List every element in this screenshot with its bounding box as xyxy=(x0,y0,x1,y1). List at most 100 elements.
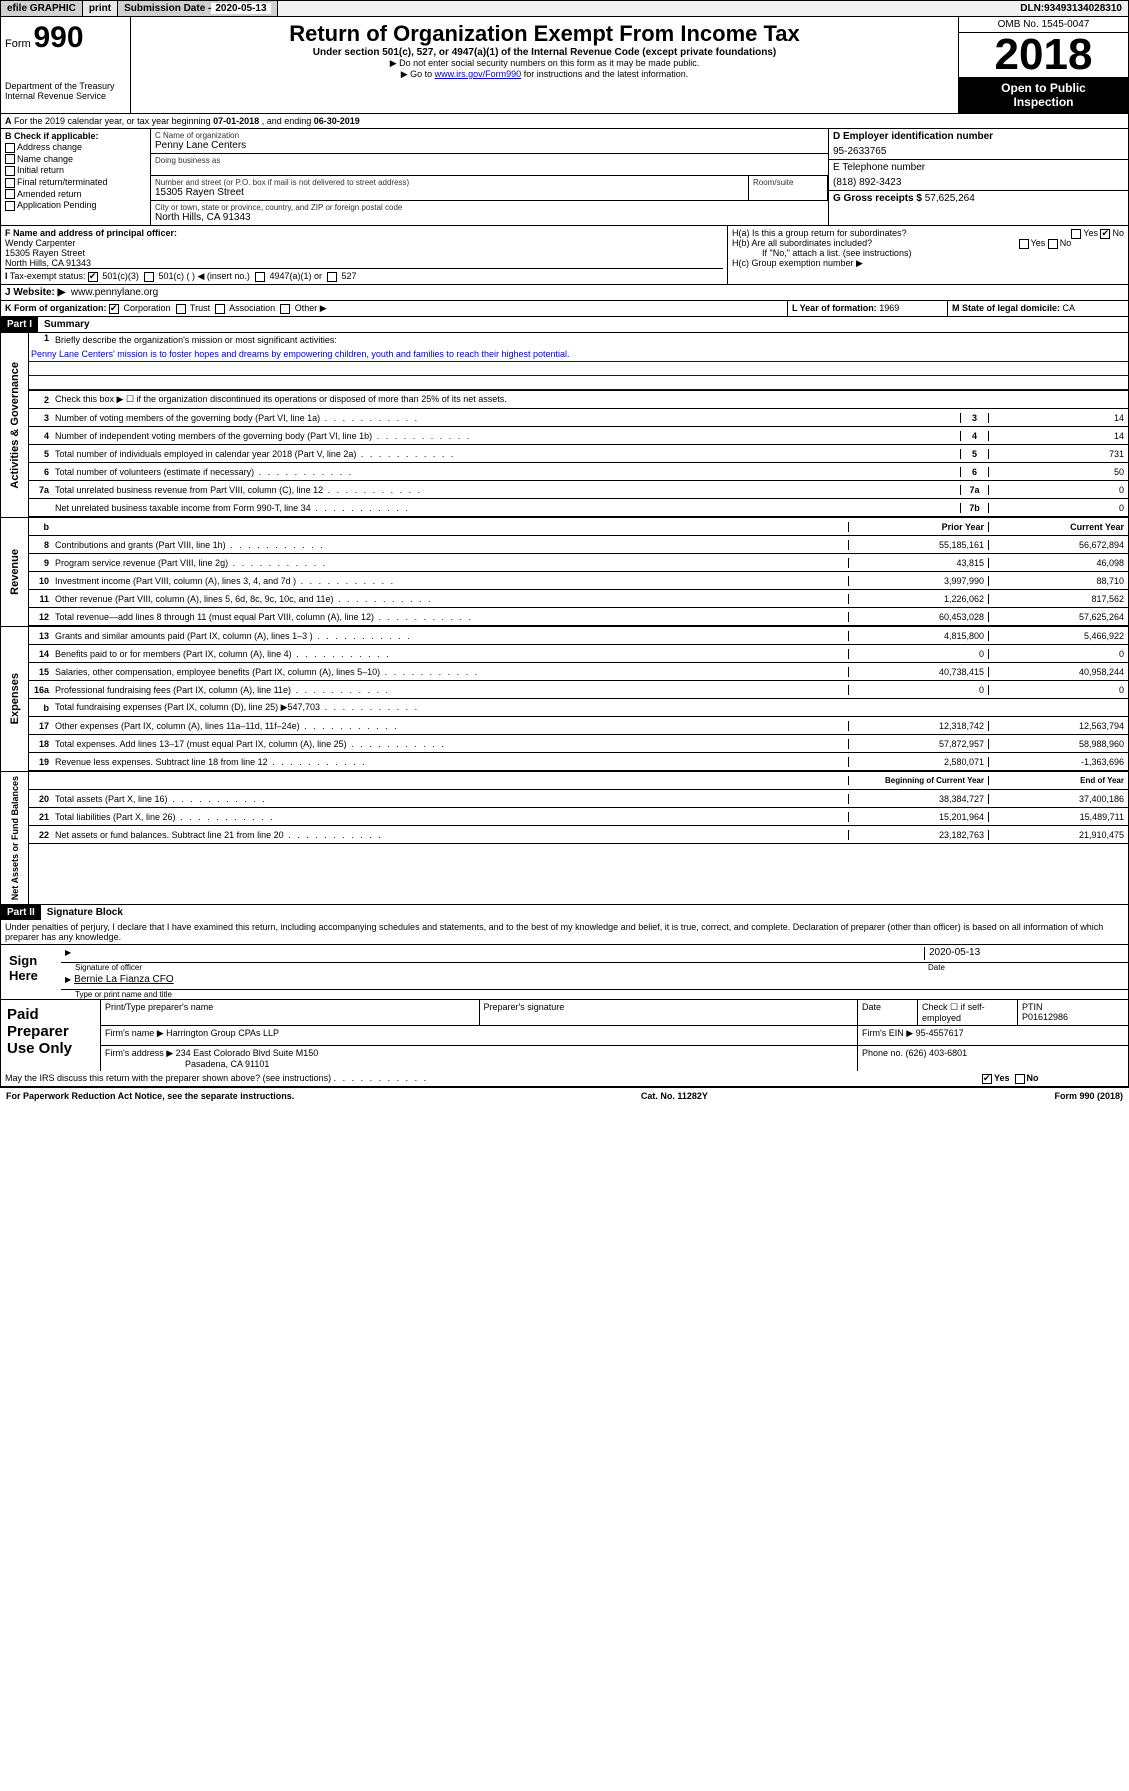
net-section: Net Assets or Fund Balances Beginning of… xyxy=(1,771,1128,904)
summary-line: 13Grants and similar amounts paid (Part … xyxy=(29,627,1128,645)
current-year-hdr: Current Year xyxy=(988,522,1128,532)
summary-line: 17Other expenses (Part IX, column (A), l… xyxy=(29,717,1128,735)
sign-block: Sign Here 2020-05-13 Signature of office… xyxy=(1,945,1128,999)
goto-note: ▶ Go to www.irs.gov/Form990 for instruct… xyxy=(135,69,954,80)
rev-label: Revenue xyxy=(7,545,23,599)
fh-block: F Name and address of principal officer:… xyxy=(1,226,1128,285)
summary-line: 12Total revenue—add lines 8 through 11 (… xyxy=(29,608,1128,626)
gov-section: Activities & Governance 1Briefly describ… xyxy=(1,332,1128,517)
summary-line: 15Salaries, other compensation, employee… xyxy=(29,663,1128,681)
form-body: A For the 2019 calendar year, or tax yea… xyxy=(0,113,1129,1088)
summary-line: 19Revenue less expenses. Subtract line 1… xyxy=(29,753,1128,771)
dln: DLN: 93493134028310 xyxy=(1014,1,1128,16)
chk-4947[interactable] xyxy=(255,272,265,282)
sign-here-label: Sign Here xyxy=(1,945,61,999)
h-a: H(a) Is this a group return for subordin… xyxy=(732,228,1124,238)
summary-line: 5Total number of individuals employed in… xyxy=(29,445,1128,463)
chk-amended[interactable]: Amended return xyxy=(5,189,146,200)
dept-treasury: Department of the Treasury xyxy=(5,81,126,91)
exp-section: Expenses 13Grants and similar amounts pa… xyxy=(1,626,1128,771)
org-city: North Hills, CA 91343 xyxy=(155,212,824,223)
section-j: J Website: ▶ www.pennylane.org xyxy=(1,285,1128,301)
firm-ein: 95-4557617 xyxy=(916,1028,964,1038)
summary-line: Net unrelated business taxable income fr… xyxy=(29,499,1128,517)
klm-row: K Form of organization: Corporation Trus… xyxy=(1,301,1128,317)
line-a: A For the 2019 calendar year, or tax yea… xyxy=(1,114,1128,129)
prior-year-hdr: Prior Year xyxy=(848,522,988,532)
chk-501c3[interactable] xyxy=(88,272,98,282)
firm-phone: (626) 403-6801 xyxy=(906,1048,968,1058)
org-address: 15305 Rayen Street xyxy=(155,187,744,198)
summary-line: 3Number of voting members of the governi… xyxy=(29,409,1128,427)
top-toolbar: efile GRAPHIC print Submission Date - 20… xyxy=(0,0,1129,17)
form990-link[interactable]: www.irs.gov/Form990 xyxy=(435,69,522,79)
section-b: B Check if applicable: Address change Na… xyxy=(1,129,151,225)
year-formation: 1969 xyxy=(879,303,899,313)
print-button[interactable]: print xyxy=(83,1,118,16)
efile-label: efile GRAPHIC xyxy=(1,1,83,16)
summary-line: 16aProfessional fundraising fees (Part I… xyxy=(29,681,1128,699)
summary-line: 20Total assets (Part X, line 16)38,384,7… xyxy=(29,790,1128,808)
chk-name[interactable]: Name change xyxy=(5,154,146,165)
gov-label: Activities & Governance xyxy=(7,358,23,493)
section-i: I Tax-exempt status: 501(c)(3) 501(c) ( … xyxy=(5,268,723,282)
officer-label: F Name and address of principal officer: xyxy=(5,228,177,238)
ein-label: D Employer identification number xyxy=(833,131,993,142)
net-label: Net Assets or Fund Balances xyxy=(8,772,22,904)
summary-line: 7aTotal unrelated business revenue from … xyxy=(29,481,1128,499)
summary-line: 11Other revenue (Part VIII, column (A), … xyxy=(29,590,1128,608)
phone-value: (818) 892-3423 xyxy=(833,177,1124,188)
form-header: Form 990 Department of the Treasury Inte… xyxy=(0,17,1129,113)
officer-name: Wendy Carpenter xyxy=(5,238,723,248)
form-label: Form xyxy=(5,38,31,50)
irs-label: Internal Revenue Service xyxy=(5,91,126,101)
submission-label: Submission Date - 2020-05-13 xyxy=(118,1,277,16)
website-value: www.pennylane.org xyxy=(71,287,158,298)
h-c: H(c) Group exemption number ▶ xyxy=(732,258,1124,269)
h-b: H(b) Are all subordinates included? Yes … xyxy=(732,238,1124,248)
summary-line: 8Contributions and grants (Part VIII, li… xyxy=(29,536,1128,554)
summary-line: 18Total expenses. Add lines 13–17 (must … xyxy=(29,735,1128,753)
firm-name: Harrington Group CPAs LLP xyxy=(166,1028,279,1038)
sign-date: 2020-05-13 xyxy=(924,947,1124,960)
ssn-note: ▶ Do not enter social security numbers o… xyxy=(135,58,954,69)
part2-header: Part II Signature Block xyxy=(1,904,1128,920)
chk-corp[interactable] xyxy=(109,304,119,314)
discuss-yes[interactable] xyxy=(982,1074,992,1084)
form-subtitle: Under section 501(c), 527, or 4947(a)(1)… xyxy=(135,47,954,58)
discuss-row: May the IRS discuss this return with the… xyxy=(1,1071,1128,1087)
section-deg: D Employer identification number 95-2633… xyxy=(828,129,1128,225)
summary-line: 22Net assets or fund balances. Subtract … xyxy=(29,826,1128,844)
summary-line: 14Benefits paid to or for members (Part … xyxy=(29,645,1128,663)
firm-addr: 234 East Colorado Blvd Suite M150 xyxy=(176,1048,319,1058)
summary-line: bTotal fundraising expenses (Part IX, co… xyxy=(29,699,1128,717)
tax-year: 2018 xyxy=(959,33,1128,77)
part1-header: Part I Summary xyxy=(1,317,1128,332)
chk-initial[interactable]: Initial return xyxy=(5,165,146,176)
mission-text: Penny Lane Centers' mission is to foster… xyxy=(29,347,1128,362)
gross-label: G Gross receipts $ xyxy=(833,193,925,204)
footer: For Paperwork Reduction Act Notice, see … xyxy=(0,1088,1129,1104)
summary-line: 9Program service revenue (Part VIII, lin… xyxy=(29,554,1128,572)
paid-label: Paid Preparer Use Only xyxy=(1,1000,101,1071)
summary-line: 10Investment income (Part VIII, column (… xyxy=(29,572,1128,590)
exp-label: Expenses xyxy=(7,669,23,728)
open-public: Open to Public Inspection xyxy=(959,77,1128,113)
summary-line: 21Total liabilities (Part X, line 26)15,… xyxy=(29,808,1128,826)
rev-section: Revenue b Prior Year Current Year 8Contr… xyxy=(1,517,1128,626)
discuss-no[interactable] xyxy=(1015,1074,1025,1084)
chk-501c[interactable] xyxy=(144,272,154,282)
org-name: Penny Lane Centers xyxy=(155,140,824,151)
summary-line: 4Number of independent voting members of… xyxy=(29,427,1128,445)
chk-address[interactable]: Address change xyxy=(5,142,146,153)
form-title: Return of Organization Exempt From Incom… xyxy=(135,21,954,47)
state-domicile: CA xyxy=(1063,303,1076,313)
bcd-block: B Check if applicable: Address change Na… xyxy=(1,129,1128,226)
ptin-value: P01612986 xyxy=(1022,1012,1124,1022)
chk-pending[interactable]: Application Pending xyxy=(5,200,146,211)
chk-527[interactable] xyxy=(327,272,337,282)
gross-value: 57,625,264 xyxy=(925,193,975,204)
section-c: C Name of organization Penny Lane Center… xyxy=(151,129,828,225)
chk-final[interactable]: Final return/terminated xyxy=(5,177,146,188)
phone-label: E Telephone number xyxy=(833,162,1124,173)
